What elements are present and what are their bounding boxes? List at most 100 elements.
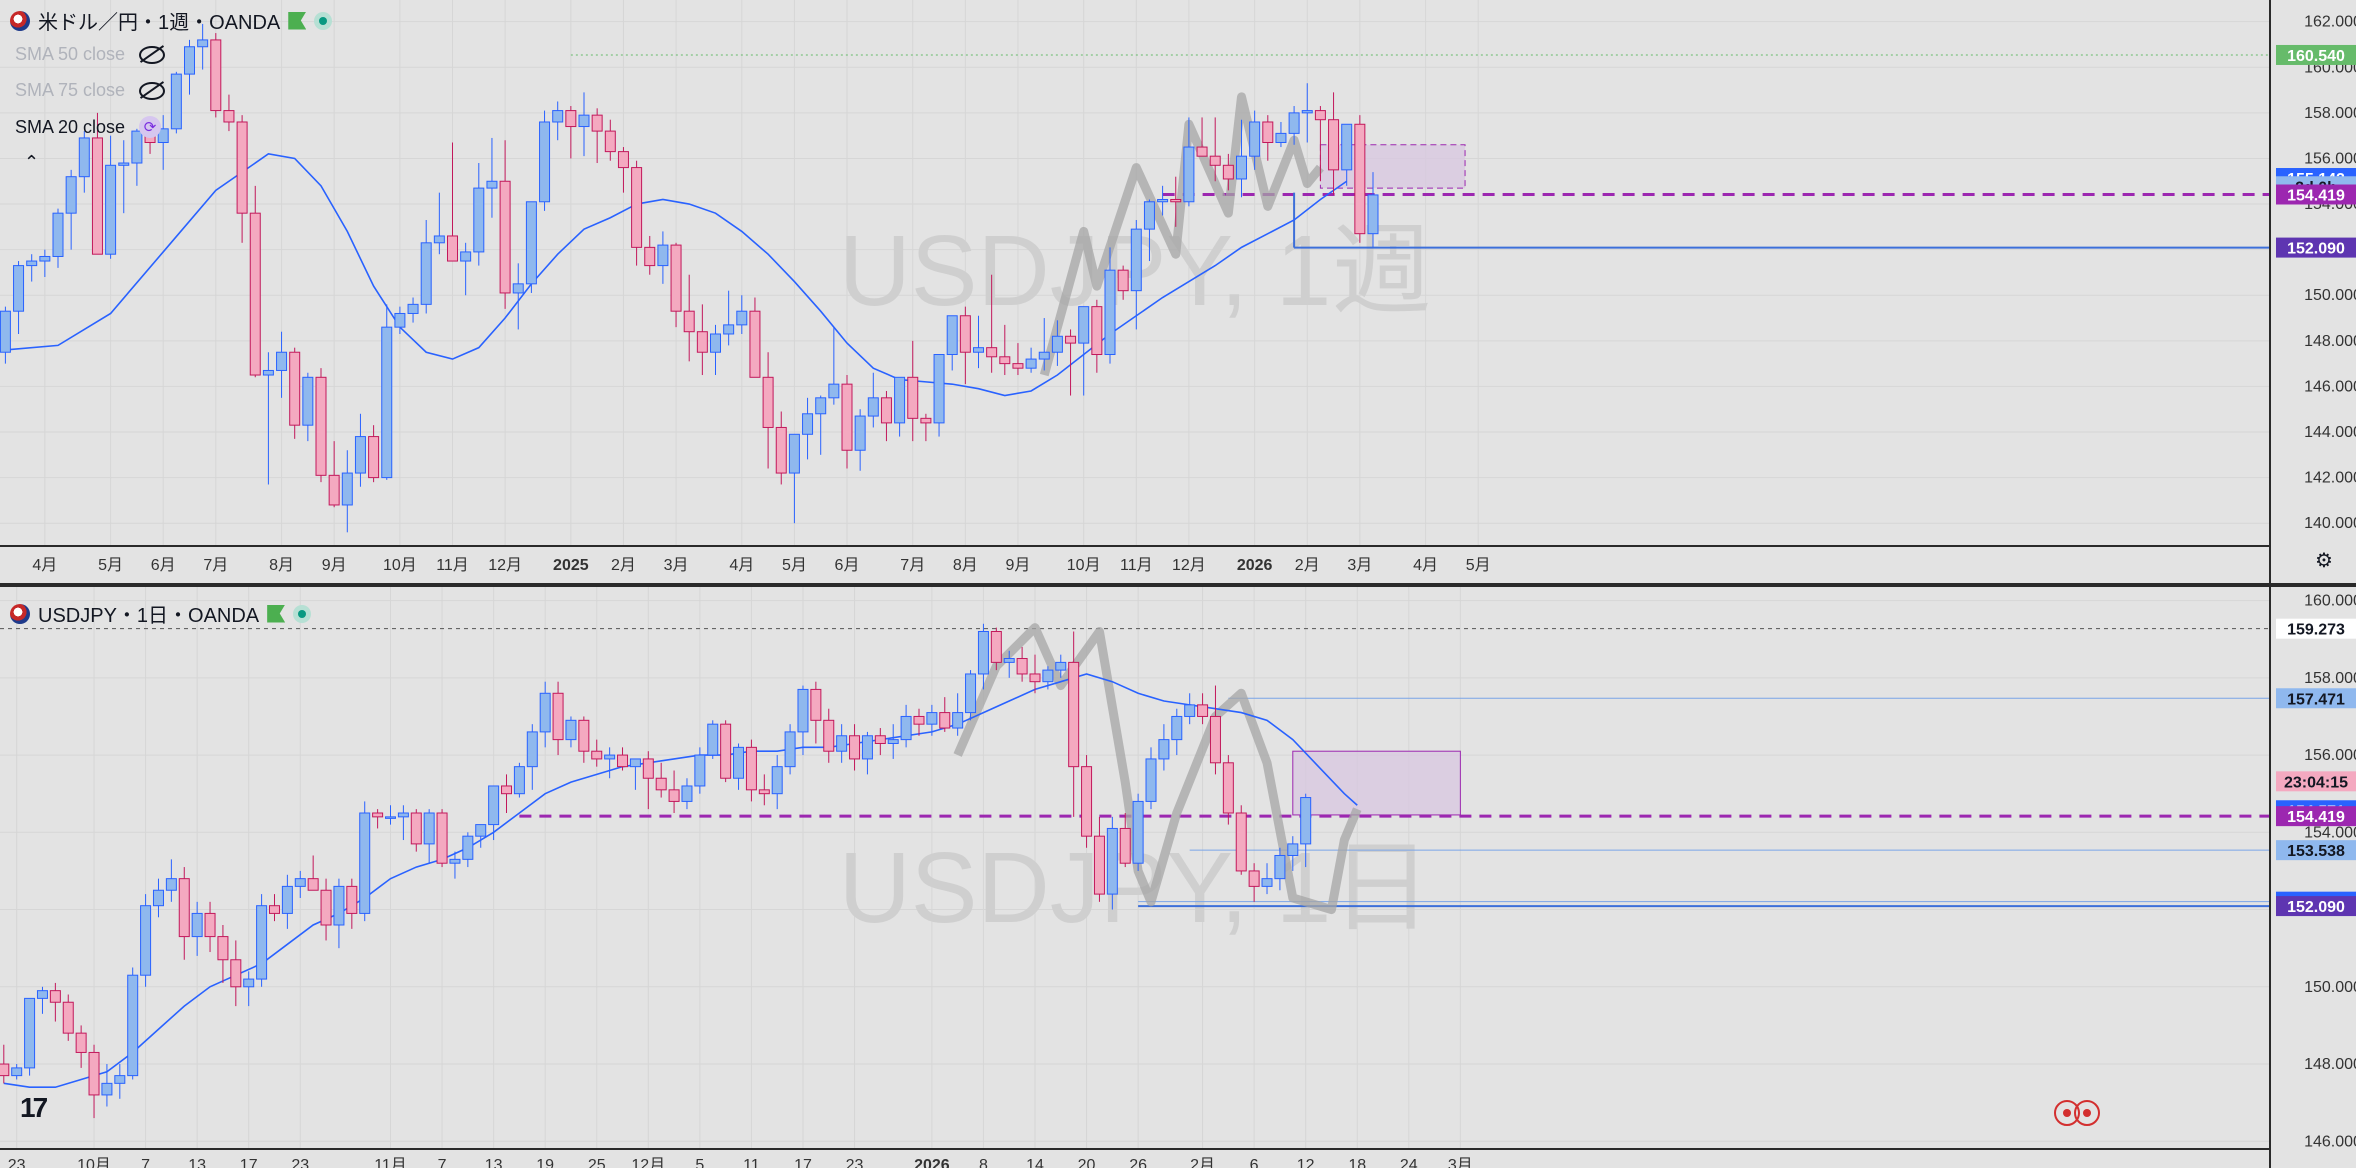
candle[interactable]: [243, 971, 255, 1007]
candle[interactable]: [101, 1064, 113, 1107]
candle[interactable]: [420, 220, 432, 314]
price-tag[interactable]: [2276, 688, 2356, 709]
candle[interactable]: [204, 901, 216, 953]
candle[interactable]: [1104, 247, 1116, 364]
daily-symbol-title[interactable]: USDJPY・1日・OANDA: [38, 605, 260, 627]
sync-icon[interactable]: ⟳: [139, 116, 162, 138]
candle[interactable]: [281, 874, 293, 929]
candle[interactable]: [223, 94, 235, 132]
candle[interactable]: [447, 142, 458, 262]
candle[interactable]: [655, 762, 667, 798]
candle[interactable]: [381, 304, 393, 480]
candle[interactable]: [552, 101, 564, 141]
candle[interactable]: [913, 708, 925, 736]
candle[interactable]: [1288, 106, 1300, 145]
candle[interactable]: [359, 801, 371, 922]
candle[interactable]: [771, 755, 783, 810]
candle[interactable]: [933, 354, 945, 437]
candle[interactable]: [631, 160, 643, 266]
candle[interactable]: [1275, 121, 1287, 148]
candle[interactable]: [841, 375, 853, 469]
candle[interactable]: [178, 867, 190, 960]
candle[interactable]: [191, 901, 203, 956]
candle[interactable]: [1300, 793, 1312, 868]
event-marker-icon[interactable]: [2074, 1100, 2100, 1126]
candle[interactable]: [1003, 650, 1015, 678]
candle[interactable]: [105, 135, 117, 259]
candle[interactable]: [720, 720, 732, 783]
price-axis[interactable]: [2270, 0, 2356, 583]
candle[interactable]: [977, 623, 989, 690]
candle[interactable]: [867, 372, 879, 428]
candle[interactable]: [462, 832, 474, 868]
candle[interactable]: [0, 1044, 10, 1084]
candle[interactable]: [986, 274, 998, 373]
candle[interactable]: [952, 693, 964, 736]
candle[interactable]: [1354, 115, 1366, 243]
candle[interactable]: [683, 274, 695, 362]
candle[interactable]: [696, 304, 708, 376]
candle[interactable]: [1106, 816, 1118, 910]
candle[interactable]: [294, 870, 306, 898]
candle[interactable]: [644, 235, 656, 275]
collapse-legend-icon[interactable]: ⌃: [24, 152, 40, 172]
candle[interactable]: [1091, 299, 1103, 373]
candle[interactable]: [1287, 836, 1299, 871]
candle[interactable]: [1184, 693, 1196, 725]
candle[interactable]: [460, 242, 472, 296]
candle[interactable]: [784, 724, 796, 775]
candle[interactable]: [1249, 110, 1261, 170]
flag-tag-icon[interactable]: [288, 11, 307, 30]
candle[interactable]: [920, 413, 932, 442]
candle[interactable]: [341, 450, 353, 533]
candle[interactable]: [1341, 123, 1353, 186]
candle[interactable]: [230, 940, 242, 1007]
candle[interactable]: [565, 716, 577, 748]
price-tag[interactable]: [2276, 618, 2356, 639]
candle[interactable]: [670, 242, 682, 328]
indicator-sma20[interactable]: SMA 20 close ⟳: [15, 116, 162, 138]
weekly-symbol-legend[interactable]: 米ドル／円・1週・OANDA: [10, 6, 333, 35]
candle[interactable]: [723, 290, 735, 346]
candle[interactable]: [1328, 92, 1340, 195]
candle[interactable]: [236, 115, 248, 243]
candle[interactable]: [1235, 805, 1247, 875]
candle[interactable]: [1157, 185, 1169, 216]
candle[interactable]: [1170, 176, 1182, 227]
candle[interactable]: [758, 774, 770, 806]
candle[interactable]: [140, 894, 152, 987]
candle[interactable]: [1132, 793, 1144, 871]
candle[interactable]: [775, 411, 787, 485]
candle[interactable]: [1209, 685, 1221, 775]
candle[interactable]: [604, 747, 616, 779]
candle[interactable]: [114, 1064, 126, 1099]
candle[interactable]: [887, 724, 899, 759]
candle[interactable]: [501, 774, 513, 813]
candle[interactable]: [959, 306, 971, 385]
candle[interactable]: [210, 33, 222, 118]
candle[interactable]: [436, 809, 448, 868]
candle[interactable]: [513, 762, 525, 798]
candle[interactable]: [694, 747, 706, 794]
candle[interactable]: [36, 986, 48, 1014]
candle[interactable]: [604, 119, 616, 161]
indicator-sma75[interactable]: SMA 75 close: [15, 80, 166, 101]
candle[interactable]: [197, 23, 209, 70]
candle[interactable]: [449, 851, 461, 879]
candle[interactable]: [75, 1025, 87, 1068]
candle[interactable]: [1143, 199, 1155, 262]
candle[interactable]: [861, 731, 873, 775]
candle[interactable]: [333, 878, 345, 949]
candle[interactable]: [828, 327, 840, 405]
price-tag[interactable]: [2276, 806, 2356, 827]
candle[interactable]: [39, 249, 51, 277]
candle[interactable]: [289, 347, 301, 439]
candle[interactable]: [880, 390, 892, 442]
candle[interactable]: [62, 994, 74, 1041]
indicator-sma50[interactable]: SMA 50 close: [15, 44, 166, 65]
daily-chart-pane[interactable]: USDJPY, 1日146.000148.000150.000152.00015…: [0, 587, 2356, 1168]
candle[interactable]: [1262, 115, 1274, 161]
price-tag[interactable]: [2276, 771, 2356, 792]
candle[interactable]: [1081, 755, 1093, 848]
candle[interactable]: [1038, 318, 1050, 371]
